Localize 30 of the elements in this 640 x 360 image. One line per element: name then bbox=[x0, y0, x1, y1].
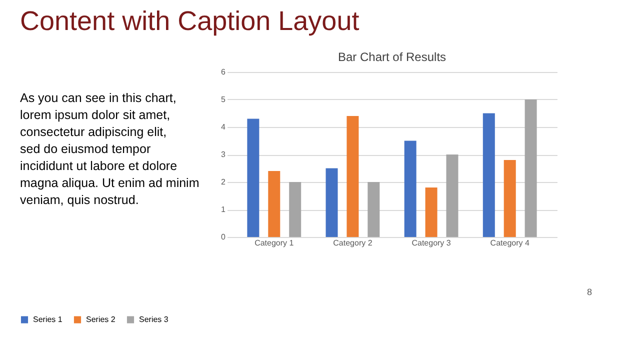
bar bbox=[504, 160, 516, 237]
y-tick-label: 2 bbox=[221, 178, 226, 186]
bar bbox=[425, 188, 438, 237]
y-tick-label: 6 bbox=[221, 68, 226, 76]
bar bbox=[289, 182, 302, 237]
y-tick-label: 3 bbox=[221, 150, 226, 159]
legend-label: Series 1 bbox=[33, 314, 63, 324]
bar bbox=[482, 113, 495, 237]
x-tick-label: Category 1 bbox=[254, 238, 294, 248]
legend-label: Series 3 bbox=[139, 314, 169, 324]
bar bbox=[446, 154, 458, 237]
x-tick-label: Category 2 bbox=[333, 238, 373, 248]
chart-subtitle: Content with Caption Layout bbox=[20, 6, 360, 36]
bar bbox=[247, 118, 260, 237]
bar bbox=[346, 116, 359, 237]
bar bbox=[326, 168, 338, 237]
x-tick-label: Category 4 bbox=[490, 238, 530, 248]
bar bbox=[268, 171, 280, 237]
bar bbox=[404, 140, 416, 237]
text: As you can see in this chart, lorem ipsum dolor sit amet, consectetur adipiscing elit, sed do eiusmod tempor incididunt ut labore et dolore magna aliqua. Ut enim ad minim veniam, quis nostrud. bbox=[20, 91, 200, 207]
y-tick-label: 1 bbox=[221, 205, 226, 214]
legend-label: Series 2 bbox=[86, 314, 116, 324]
text: 8 bbox=[586, 287, 592, 297]
y-tick-label: 4 bbox=[221, 122, 226, 132]
x-tick-label: Category 3 bbox=[412, 238, 452, 248]
chart-title: Bar Chart of Results bbox=[338, 50, 446, 64]
bar bbox=[368, 182, 380, 237]
bar bbox=[524, 100, 537, 237]
y-tick-label: 5 bbox=[221, 95, 226, 104]
y-tick-label: 0 bbox=[221, 232, 226, 242]
